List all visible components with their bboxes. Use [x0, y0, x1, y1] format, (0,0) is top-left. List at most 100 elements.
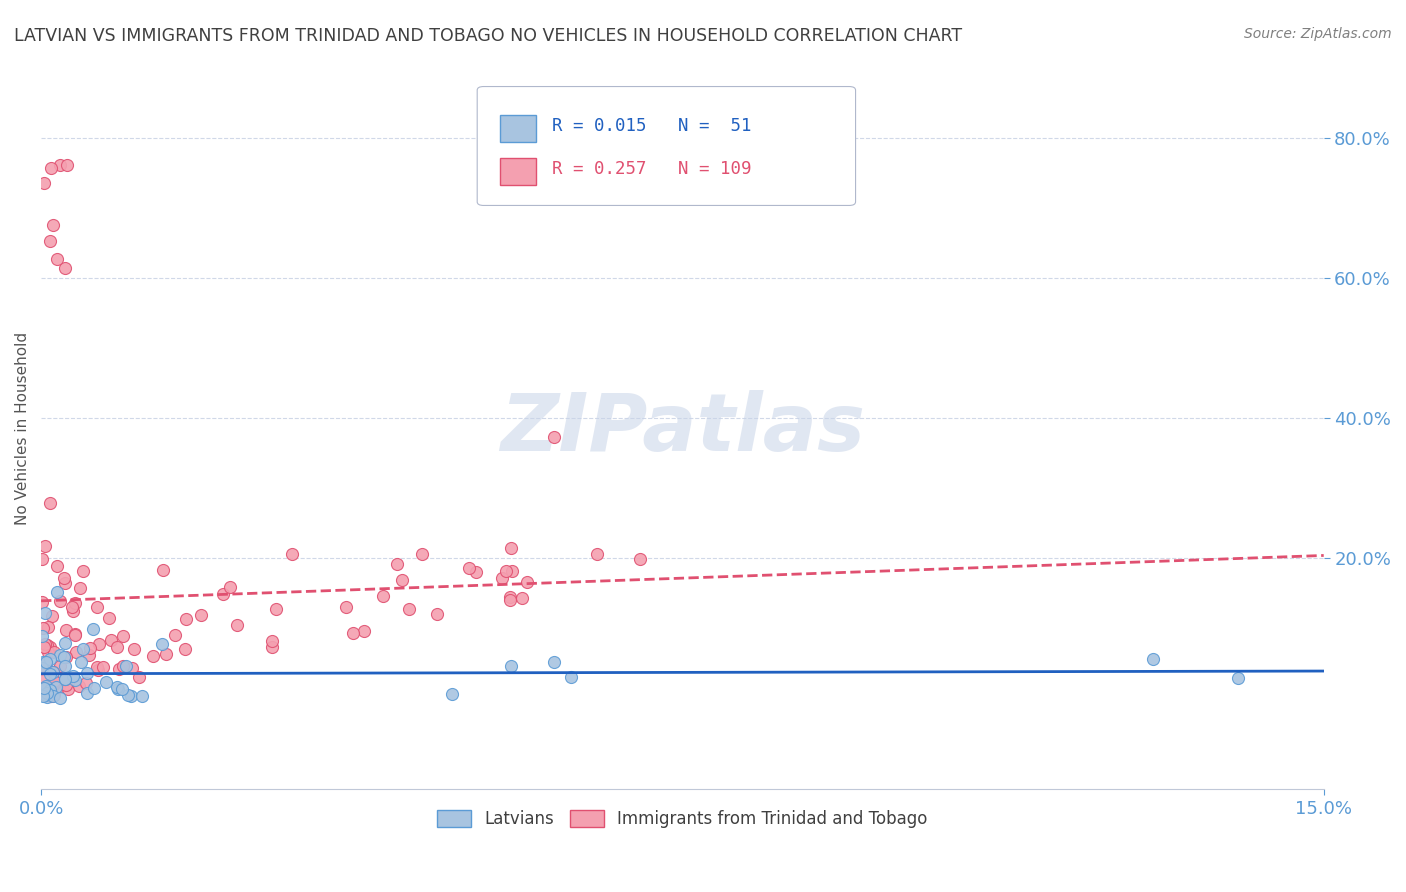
- Point: [42, 688, 65, 702]
- Point: [39, 651, 62, 665]
- Point: [107, 640, 129, 655]
- Point: [79, 648, 101, 662]
- Point: [39, 234, 62, 248]
- Point: [387, 557, 409, 571]
- Point: [72, 565, 94, 579]
- Bar: [501, 115, 536, 142]
- Point: [117, 688, 139, 702]
- Point: [30, 662, 52, 676]
- Point: [190, 607, 212, 622]
- Point: [49, 594, 72, 608]
- Point: [89, 637, 111, 651]
- Point: [150, 638, 173, 652]
- Point: [107, 681, 129, 696]
- Point: [39, 689, 62, 703]
- Point: [34, 686, 56, 700]
- Point: [219, 580, 242, 594]
- Point: [100, 632, 122, 647]
- Point: [44, 673, 66, 688]
- Point: [31, 690, 53, 704]
- Point: [53, 659, 76, 673]
- Point: [491, 571, 513, 585]
- Point: [39, 667, 62, 681]
- Point: [45, 681, 67, 695]
- Point: [155, 647, 177, 661]
- Point: [49, 648, 72, 662]
- Point: [501, 659, 523, 673]
- Point: [37, 620, 59, 634]
- Point: [31, 655, 53, 669]
- Point: [174, 611, 197, 625]
- Point: [34, 636, 56, 650]
- Point: [76, 666, 98, 681]
- Legend: Latvians, Immigrants from Trinidad and Tobago: Latvians, Immigrants from Trinidad and T…: [430, 804, 934, 835]
- Point: [69, 581, 91, 595]
- Point: [262, 640, 284, 654]
- Point: [34, 640, 56, 654]
- Point: [55, 260, 77, 275]
- Point: [72, 642, 94, 657]
- Point: [31, 687, 53, 701]
- Point: [39, 496, 62, 510]
- Point: [35, 681, 58, 696]
- Point: [55, 650, 77, 665]
- Point: [75, 675, 97, 690]
- Point: [543, 655, 565, 669]
- Point: [62, 604, 84, 618]
- Point: [97, 611, 120, 625]
- Point: [56, 681, 79, 696]
- Point: [44, 677, 66, 691]
- Point: [516, 574, 538, 589]
- Point: [63, 673, 86, 688]
- Point: [426, 607, 449, 621]
- Point: [34, 539, 56, 553]
- Point: [55, 672, 77, 686]
- Point: [35, 686, 58, 700]
- Point: [42, 665, 65, 679]
- Point: [1142, 652, 1164, 666]
- Point: [65, 596, 87, 610]
- Text: R = 0.257   N = 109: R = 0.257 N = 109: [551, 161, 751, 178]
- Point: [1227, 671, 1250, 685]
- Point: [53, 672, 76, 686]
- Point: [53, 571, 76, 585]
- Point: [32, 176, 55, 190]
- Point: [111, 629, 134, 643]
- Point: [45, 585, 67, 599]
- Point: [39, 640, 62, 654]
- Point: [174, 642, 197, 657]
- Point: [152, 563, 174, 577]
- Point: [39, 161, 62, 175]
- Point: [281, 547, 304, 561]
- Text: R = 0.015   N =  51: R = 0.015 N = 51: [551, 117, 751, 136]
- Point: [48, 659, 70, 673]
- Text: ZIPatlas: ZIPatlas: [501, 390, 865, 468]
- Point: [128, 670, 150, 684]
- Point: [55, 678, 77, 692]
- Point: [53, 649, 76, 664]
- Point: [62, 669, 84, 683]
- Point: [76, 686, 98, 700]
- Point: [39, 683, 62, 698]
- Point: [86, 660, 108, 674]
- Point: [44, 674, 66, 689]
- Point: [628, 552, 651, 566]
- Point: [34, 688, 56, 702]
- Point: [342, 625, 364, 640]
- Bar: [501, 158, 536, 186]
- Point: [131, 690, 153, 704]
- Point: [49, 158, 72, 172]
- Point: [586, 547, 609, 561]
- Point: [79, 641, 101, 656]
- Point: [35, 679, 58, 693]
- Point: [44, 645, 66, 659]
- Point: [65, 627, 87, 641]
- Point: [335, 599, 357, 614]
- Text: LATVIAN VS IMMIGRANTS FROM TRINIDAD AND TOBAGO NO VEHICLES IN HOUSEHOLD CORRELAT: LATVIAN VS IMMIGRANTS FROM TRINIDAD AND …: [14, 27, 962, 45]
- Point: [120, 689, 142, 703]
- Point: [391, 574, 413, 588]
- Point: [35, 655, 58, 669]
- Point: [69, 655, 91, 669]
- Point: [373, 589, 395, 603]
- Point: [35, 656, 58, 670]
